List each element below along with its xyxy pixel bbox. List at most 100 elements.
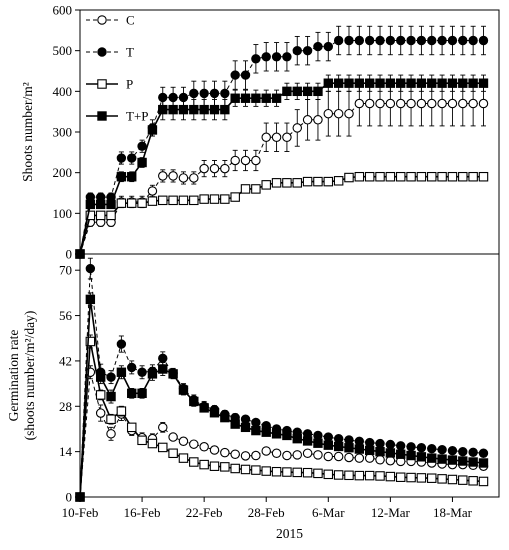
data-point — [333, 78, 344, 88]
data-point — [251, 54, 261, 64]
data-point — [85, 336, 96, 347]
legend-marker — [97, 47, 107, 57]
data-point — [292, 433, 302, 444]
x-axis-title: 2015 — [276, 526, 303, 541]
data-point — [199, 88, 209, 99]
data-point — [375, 471, 385, 481]
data-point — [137, 141, 147, 151]
data-point — [209, 408, 220, 418]
data-point — [416, 443, 427, 453]
series-p — [75, 334, 489, 502]
data-point — [458, 171, 468, 182]
data-point — [478, 171, 489, 182]
series-line — [79, 299, 484, 498]
data-point — [282, 132, 292, 143]
data-point — [395, 98, 406, 109]
data-point — [85, 294, 96, 305]
data-point — [478, 98, 489, 109]
x-tick-label: 6-Mar — [312, 505, 345, 520]
data-point — [437, 98, 447, 109]
data-point — [416, 98, 427, 109]
data-point — [364, 470, 375, 481]
data-point — [364, 437, 375, 448]
data-point — [427, 473, 437, 483]
data-point — [385, 448, 396, 458]
data-point — [251, 417, 261, 428]
data-point — [178, 195, 189, 206]
series-line — [79, 341, 484, 498]
data-point — [478, 448, 489, 458]
data-point — [344, 78, 354, 88]
data-point — [137, 367, 147, 377]
data-point — [116, 153, 127, 163]
data-point — [333, 451, 344, 462]
data-point — [396, 35, 406, 46]
data-point — [427, 35, 437, 46]
data-point — [385, 439, 396, 450]
data-point — [323, 176, 334, 187]
data-point — [323, 78, 333, 88]
data-point — [189, 88, 199, 99]
data-point — [251, 425, 261, 436]
data-point — [458, 98, 468, 109]
data-point — [230, 449, 240, 459]
data-point — [333, 470, 344, 480]
data-point — [199, 104, 209, 115]
data-point — [240, 451, 251, 461]
data-point — [468, 98, 478, 109]
data-point — [354, 444, 365, 454]
data-point — [178, 385, 189, 395]
data-point — [240, 70, 251, 80]
data-point — [240, 93, 251, 103]
x-tick-label: 10-Feb — [62, 505, 99, 520]
data-point — [437, 78, 447, 88]
plot-frame — [79, 9, 500, 255]
data-point — [427, 78, 437, 88]
data-point — [168, 432, 178, 442]
data-point — [468, 35, 478, 46]
data-point — [209, 445, 220, 455]
data-point — [282, 467, 292, 477]
data-point — [344, 108, 354, 119]
data-point — [209, 461, 220, 471]
data-point — [126, 422, 137, 433]
data-point — [437, 171, 447, 182]
data-point — [447, 455, 458, 465]
data-point — [447, 78, 458, 88]
data-point — [106, 391, 116, 402]
data-point — [271, 466, 282, 477]
data-point — [437, 474, 447, 484]
data-point — [189, 173, 199, 183]
data-point — [478, 476, 489, 487]
data-point — [313, 468, 323, 479]
data-point — [406, 35, 416, 46]
data-point — [364, 445, 375, 456]
data-point — [158, 104, 168, 115]
series-line — [79, 372, 484, 498]
data-point — [313, 86, 323, 97]
data-point — [220, 163, 230, 174]
data-point — [209, 163, 220, 174]
data-point — [468, 78, 478, 88]
data-point — [478, 458, 489, 468]
data-point — [323, 108, 334, 119]
data-point — [147, 196, 158, 206]
data-point — [333, 176, 344, 186]
data-point — [85, 199, 96, 210]
data-point — [468, 447, 478, 457]
series-p — [75, 171, 489, 259]
data-point — [95, 408, 106, 418]
y-tick-label: 200 — [53, 165, 73, 180]
data-point — [282, 450, 292, 461]
data-point — [437, 35, 447, 46]
y-tick-label: 0 — [66, 490, 73, 505]
data-point — [364, 453, 375, 463]
data-point — [261, 52, 271, 62]
data-point — [458, 456, 468, 466]
data-point — [468, 171, 478, 182]
data-point — [302, 45, 313, 56]
data-point — [406, 472, 416, 483]
y-tick-label: 600 — [53, 3, 73, 18]
legend-marker — [97, 15, 107, 25]
data-point — [313, 450, 323, 460]
